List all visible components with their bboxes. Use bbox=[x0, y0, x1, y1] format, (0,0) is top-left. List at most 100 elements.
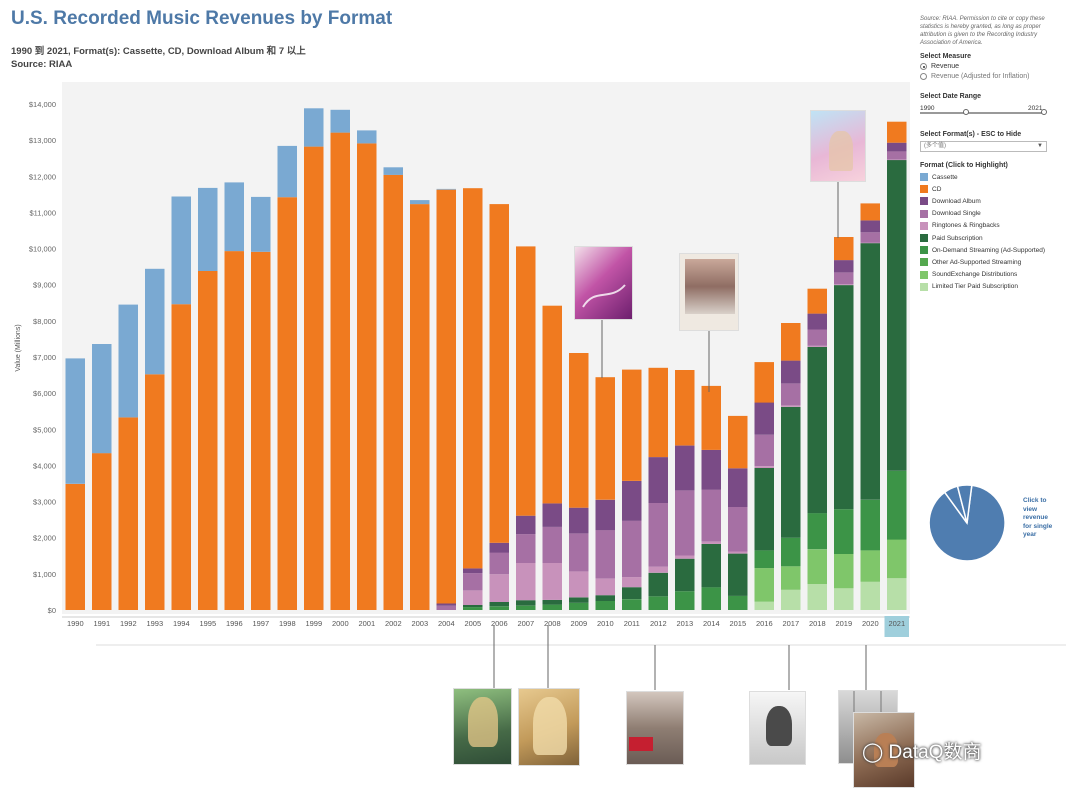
x-tick-label: 2003 bbox=[411, 619, 428, 628]
legend-item[interactable]: On-Demand Streaming (Ad-Supported) bbox=[920, 244, 1060, 256]
bar-segment bbox=[516, 515, 536, 535]
bar-segment bbox=[807, 329, 827, 346]
legend-swatch bbox=[920, 209, 928, 218]
bar-segment bbox=[595, 578, 615, 596]
legend-item[interactable]: Limited Tier Paid Subscription bbox=[920, 281, 1060, 293]
album-cover-1989-thumbnail bbox=[679, 253, 739, 331]
x-tick-label: 1998 bbox=[279, 619, 296, 628]
x-tick-label: 2015 bbox=[729, 619, 746, 628]
bar-segment bbox=[834, 509, 854, 554]
bar-segment bbox=[542, 503, 562, 527]
bar-segment bbox=[463, 607, 483, 610]
bar-segment bbox=[754, 601, 774, 610]
bar-segment bbox=[834, 284, 854, 286]
legend-item[interactable]: CD bbox=[920, 183, 1060, 195]
pie-caption[interactable]: Click to view revenue for single year bbox=[1023, 497, 1053, 538]
chart-title: U.S. Recorded Music Revenues by Format bbox=[11, 8, 393, 29]
legend-item[interactable]: SoundExchange Distributions bbox=[920, 269, 1060, 281]
legend-label: Other Ad-Supported Streaming bbox=[932, 258, 1022, 266]
highlight-year-box bbox=[884, 616, 909, 637]
bar-segment bbox=[754, 550, 774, 569]
bar-segment bbox=[728, 595, 748, 610]
date-range-slider[interactable] bbox=[920, 109, 1047, 115]
legend-item[interactable]: Ringtones & Ringbacks bbox=[920, 220, 1060, 232]
album-cover-red-thumbnail bbox=[626, 691, 684, 765]
bar-segment bbox=[675, 370, 695, 446]
x-tick-label: 2011 bbox=[624, 619, 640, 628]
legend-label: Limited Tier Paid Subscription bbox=[932, 283, 1018, 291]
bar-segment bbox=[622, 520, 642, 578]
bar-segment bbox=[701, 587, 721, 610]
x-tick-label: 1997 bbox=[252, 619, 269, 628]
bar-segment bbox=[754, 568, 774, 602]
bar-segment bbox=[542, 604, 562, 610]
legend-label: On-Demand Streaming (Ad-Supported) bbox=[932, 246, 1046, 254]
bar-segment bbox=[118, 417, 138, 610]
legend-swatch bbox=[920, 282, 928, 291]
bar-segment bbox=[728, 415, 748, 469]
source-note: Source: RIAA. Permission to cite or copy… bbox=[920, 16, 1045, 46]
bar-segment bbox=[807, 584, 827, 610]
legend-label: SoundExchange Distributions bbox=[932, 271, 1018, 279]
bar-segment bbox=[489, 204, 509, 543]
format-filter-label: Select Format(s) - ESC to Hide bbox=[920, 131, 1022, 138]
bar-segment bbox=[860, 203, 880, 221]
x-tick-label: 1995 bbox=[199, 619, 216, 628]
bar-segment bbox=[516, 600, 536, 606]
bar-segment bbox=[701, 449, 721, 490]
bar-segment bbox=[436, 188, 456, 190]
legend-swatch bbox=[920, 234, 928, 243]
legend-item[interactable]: Paid Subscription bbox=[920, 232, 1060, 244]
x-tick-label: 1991 bbox=[93, 619, 110, 628]
measure-option-revenue[interactable]: Revenue bbox=[920, 63, 1060, 70]
x-tick-label: 2009 bbox=[570, 619, 587, 628]
bar-segment bbox=[595, 601, 615, 610]
bar-segment bbox=[754, 434, 774, 467]
legend-item[interactable]: Download Single bbox=[920, 208, 1060, 220]
bar-segment bbox=[145, 374, 165, 610]
x-tick-label: 2016 bbox=[756, 619, 773, 628]
legend-title: Format (Click to Highlight) bbox=[920, 162, 1008, 169]
bar-segment bbox=[887, 470, 907, 540]
x-tick-label: 2018 bbox=[809, 619, 826, 628]
x-tick-label: 2017 bbox=[782, 619, 799, 628]
bar-segment bbox=[701, 541, 721, 544]
range-end-handle[interactable] bbox=[1041, 109, 1047, 115]
bar-segment bbox=[92, 344, 112, 454]
measure-label: Select Measure bbox=[920, 53, 971, 60]
bar-segment bbox=[65, 483, 85, 610]
legend-label: Download Album bbox=[932, 197, 981, 205]
bar-segment bbox=[569, 597, 589, 603]
bar-segment bbox=[357, 143, 377, 610]
x-tick-label: 1992 bbox=[120, 619, 137, 628]
bar-segment bbox=[834, 272, 854, 285]
legend-swatch bbox=[920, 185, 928, 194]
bar-segment bbox=[463, 188, 483, 569]
bar-segment bbox=[463, 590, 483, 605]
format-filter-dropdown[interactable]: (多个值) ▼ bbox=[920, 141, 1047, 152]
chevron-down-icon: ▼ bbox=[1037, 143, 1043, 149]
bar-segment bbox=[622, 577, 642, 588]
bar-segment bbox=[860, 220, 880, 233]
bar-segment bbox=[463, 568, 483, 574]
bar-segment bbox=[701, 543, 721, 588]
bar-segment bbox=[198, 271, 218, 610]
bar-segment bbox=[887, 578, 907, 610]
legend-item[interactable]: Download Album bbox=[920, 195, 1060, 207]
legend-item[interactable]: Cassette bbox=[920, 171, 1060, 183]
legend-swatch bbox=[920, 221, 928, 230]
legend-item[interactable]: Other Ad-Supported Streaming bbox=[920, 256, 1060, 268]
bar-segment bbox=[807, 313, 827, 330]
bar-segment bbox=[781, 323, 801, 361]
date-range-label: Select Date Range bbox=[920, 93, 982, 100]
bar-segment bbox=[251, 251, 271, 611]
bar-segment bbox=[304, 108, 324, 147]
legend-label: CD bbox=[932, 185, 942, 193]
range-start-handle[interactable] bbox=[963, 109, 969, 115]
bar-segment bbox=[887, 151, 907, 160]
watermark-dataq: ◯ DataQ数商 bbox=[862, 742, 982, 763]
bar-segment bbox=[171, 304, 191, 610]
bar-segment bbox=[410, 204, 430, 610]
bar-segment bbox=[251, 196, 271, 252]
measure-option-adjusted[interactable]: Revenue (Adjusted for Inflation) bbox=[920, 73, 1060, 80]
